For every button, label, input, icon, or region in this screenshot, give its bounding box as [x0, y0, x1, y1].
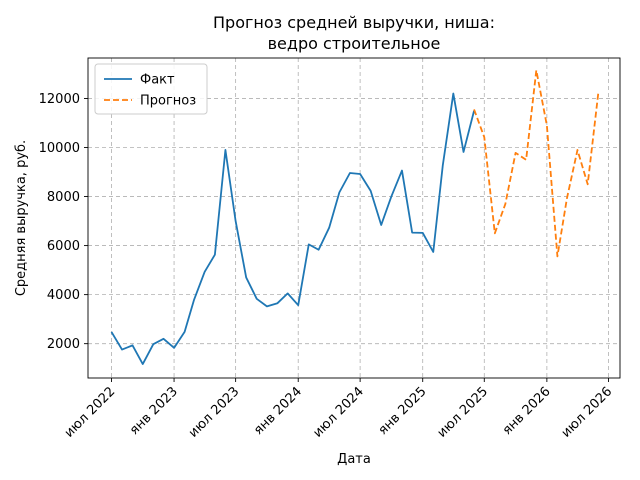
x-axis-label: Дата: [337, 452, 371, 467]
series-line-actual: [110, 92, 475, 365]
series-layer: [110, 69, 600, 365]
y-tick-label: 10000: [39, 141, 80, 156]
legend: Факт Прогноз: [94, 63, 208, 115]
plot-area-frame: [87, 57, 621, 379]
chart-title-line: Прогноз средней выручки, ниша:: [213, 13, 495, 32]
legend-box: [94, 63, 208, 115]
y-tick-label: 4000: [47, 288, 80, 303]
chart-title: Прогноз средней выручки, ниша: ведро стро…: [213, 13, 495, 53]
y-tick-label: 8000: [47, 190, 80, 205]
chart-title-line: ведро строительное: [268, 34, 441, 53]
y-tick-label: 12000: [39, 92, 80, 107]
y-tick-label: 6000: [47, 239, 80, 254]
y-axis-label: Средняя выручка, руб.: [14, 140, 29, 296]
grid-layer: [88, 58, 620, 378]
series-line-forecast: [473, 69, 600, 258]
legend-label: Прогноз: [140, 94, 196, 109]
legend-label: Факт: [140, 73, 175, 88]
y-tick-label: 2000: [47, 337, 80, 352]
